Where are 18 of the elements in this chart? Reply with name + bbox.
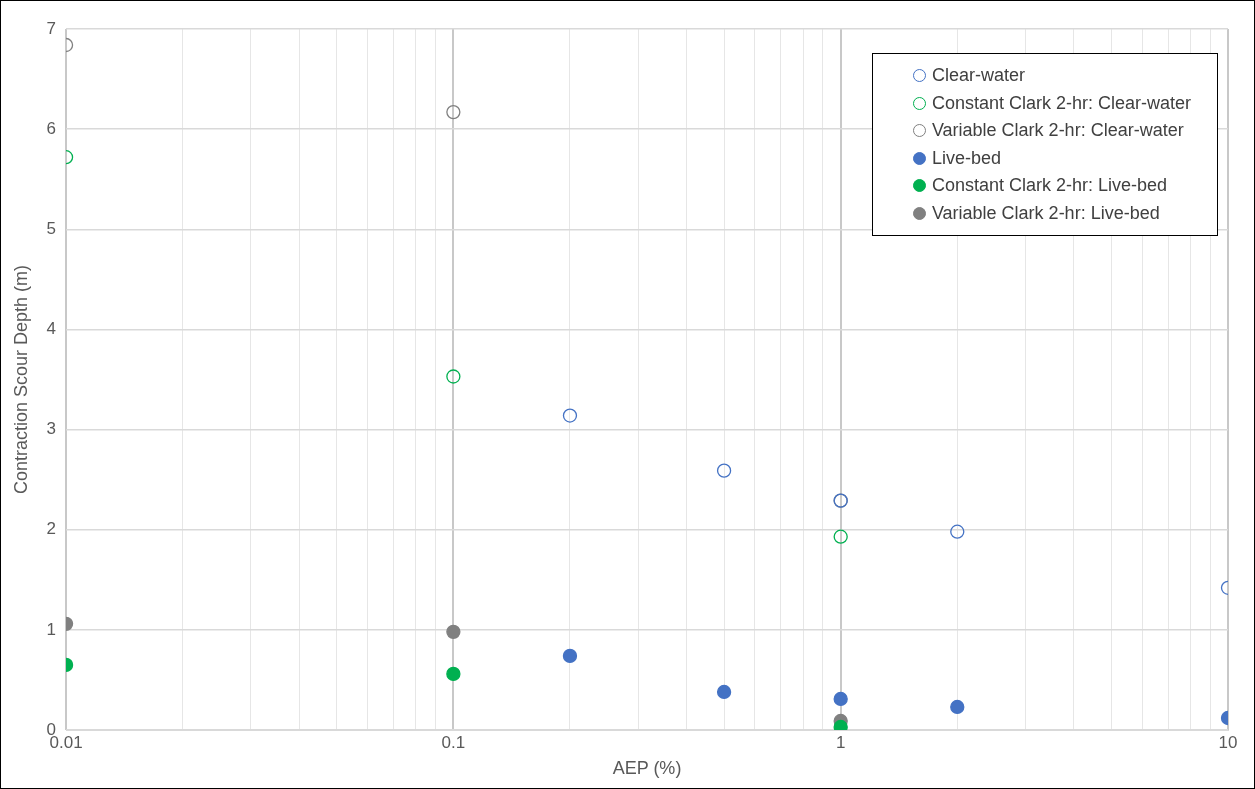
y-tick-label: 7 [46, 18, 57, 38]
x-tick-label: 1 [835, 732, 846, 752]
y-tick-label: 6 [46, 118, 57, 138]
legend-label: Clear-water [931, 65, 1025, 87]
legend-label: Variable Clark 2-hr: Clear-water [931, 120, 1184, 142]
y-tick-label: 3 [46, 419, 57, 439]
x-tick-label: 0.1 [441, 732, 466, 752]
y-axis-title: Contraction Scour Depth (m) [10, 264, 31, 495]
x-tick-label: 10 [1218, 732, 1238, 752]
legend-label: Variable Clark 2-hr: Live-bed [931, 202, 1160, 224]
legend-label: Constant Clark 2-hr: Clear-water [931, 92, 1191, 114]
y-tick-label: 5 [46, 218, 57, 238]
y-tick-label: 1 [46, 619, 57, 639]
y-tick-label: 2 [46, 519, 57, 539]
legend-label: Live-bed [931, 147, 1001, 169]
x-axis-title: AEP (%) [612, 758, 682, 779]
legend-label: Constant Clark 2-hr: Live-bed [931, 175, 1168, 197]
y-tick-label: 4 [46, 319, 57, 339]
